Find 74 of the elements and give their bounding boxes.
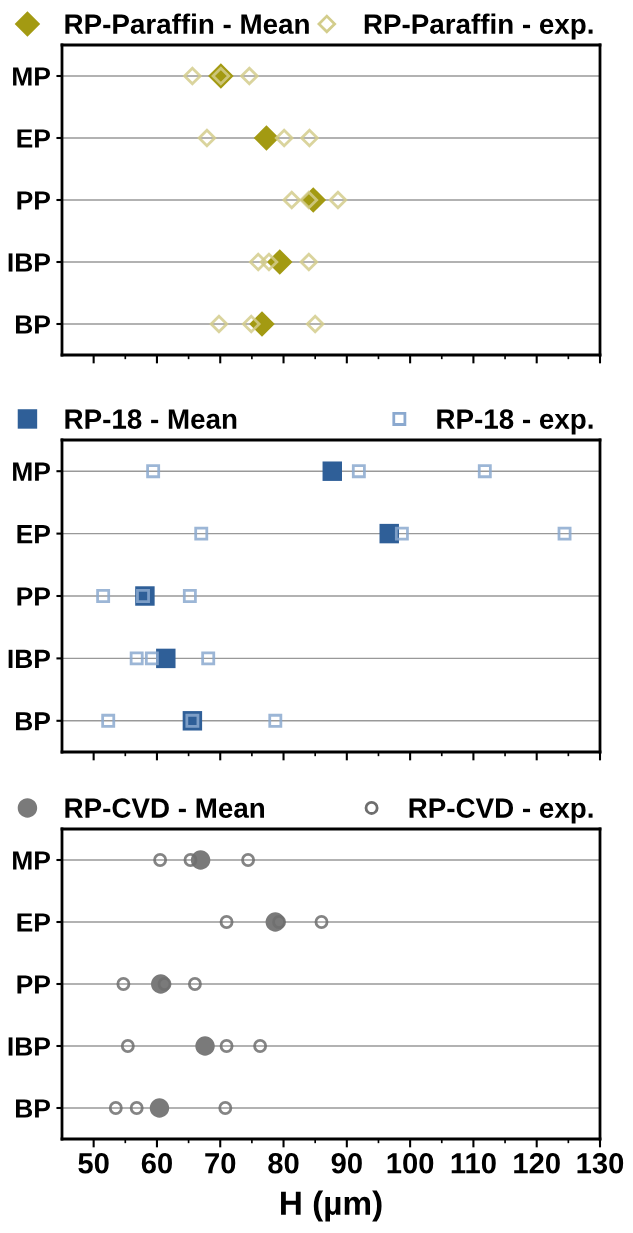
legend-label: RP-18 - exp. bbox=[437, 409, 593, 435]
legend-label: RP-CVD - Mean bbox=[65, 798, 265, 818]
point bbox=[253, 125, 280, 151]
point bbox=[241, 853, 256, 867]
point bbox=[218, 1101, 233, 1115]
point bbox=[282, 190, 302, 210]
x-axis-title: H (µm) bbox=[281, 1190, 382, 1222]
point bbox=[209, 314, 229, 334]
x-tick-label: 60 bbox=[141, 1152, 172, 1174]
point bbox=[219, 1039, 234, 1053]
point bbox=[394, 526, 409, 541]
point bbox=[197, 128, 217, 148]
y-tick-label: IBP bbox=[8, 253, 50, 272]
point bbox=[557, 526, 572, 541]
point bbox=[201, 651, 216, 666]
point bbox=[183, 66, 202, 86]
y-tick-label: MP bbox=[13, 851, 50, 870]
x-tick-label: 80 bbox=[268, 1152, 299, 1174]
point bbox=[129, 651, 144, 666]
point bbox=[322, 461, 342, 481]
y-tick-label: MP bbox=[13, 67, 50, 86]
point bbox=[274, 128, 294, 148]
y-tick-label: BP bbox=[15, 315, 50, 334]
point bbox=[351, 464, 366, 479]
legend-label: RP-18 - Mean bbox=[65, 409, 237, 429]
point bbox=[116, 977, 131, 991]
legend-label: RP-CVD - exp. bbox=[409, 798, 593, 824]
point bbox=[477, 464, 492, 479]
point bbox=[240, 66, 259, 86]
point bbox=[183, 853, 198, 867]
y-tick-label: MP bbox=[13, 462, 50, 481]
point bbox=[149, 1098, 170, 1118]
y-tick-label: PP bbox=[17, 975, 50, 994]
y-tick-label: IBP bbox=[8, 649, 50, 668]
x-tick-label: 50 bbox=[78, 1152, 109, 1174]
legend-label: RP-Paraffin - exp. bbox=[364, 13, 593, 40]
point bbox=[253, 1039, 268, 1053]
point bbox=[194, 526, 209, 541]
point bbox=[101, 713, 116, 728]
legend-label: RP-Paraffin - Mean bbox=[65, 13, 309, 34]
x-tick-label: 90 bbox=[331, 1152, 362, 1174]
y-tick-label: BP bbox=[15, 712, 50, 731]
point bbox=[268, 713, 283, 728]
point bbox=[187, 977, 202, 991]
y-tick-label: BP bbox=[15, 1099, 50, 1118]
point bbox=[299, 252, 319, 272]
point bbox=[153, 853, 168, 867]
point bbox=[144, 651, 159, 666]
point bbox=[314, 915, 329, 929]
y-tick-label: PP bbox=[17, 587, 50, 606]
x-tick-label: 70 bbox=[205, 1152, 236, 1174]
point bbox=[96, 589, 111, 603]
point bbox=[248, 252, 268, 272]
point bbox=[108, 1101, 123, 1115]
x-tick-label: 120 bbox=[514, 1152, 560, 1174]
point bbox=[259, 252, 279, 272]
x-tick-label: 110 bbox=[451, 1152, 496, 1174]
x-tick-label: 130 bbox=[577, 1152, 624, 1174]
point bbox=[242, 314, 261, 334]
point bbox=[300, 128, 319, 148]
point bbox=[120, 1039, 135, 1053]
point bbox=[305, 314, 325, 334]
y-tick-label: PP bbox=[17, 191, 50, 210]
point bbox=[129, 1101, 144, 1115]
point bbox=[146, 464, 161, 479]
y-tick-label: IBP bbox=[8, 1037, 50, 1056]
y-tick-label: EP bbox=[17, 913, 50, 932]
x-tick-label: 100 bbox=[387, 1152, 434, 1174]
point bbox=[182, 589, 197, 603]
point bbox=[195, 1036, 215, 1056]
y-tick-label: EP bbox=[17, 129, 50, 148]
point bbox=[328, 190, 348, 210]
point bbox=[219, 915, 234, 929]
y-tick-label: EP bbox=[17, 525, 50, 544]
